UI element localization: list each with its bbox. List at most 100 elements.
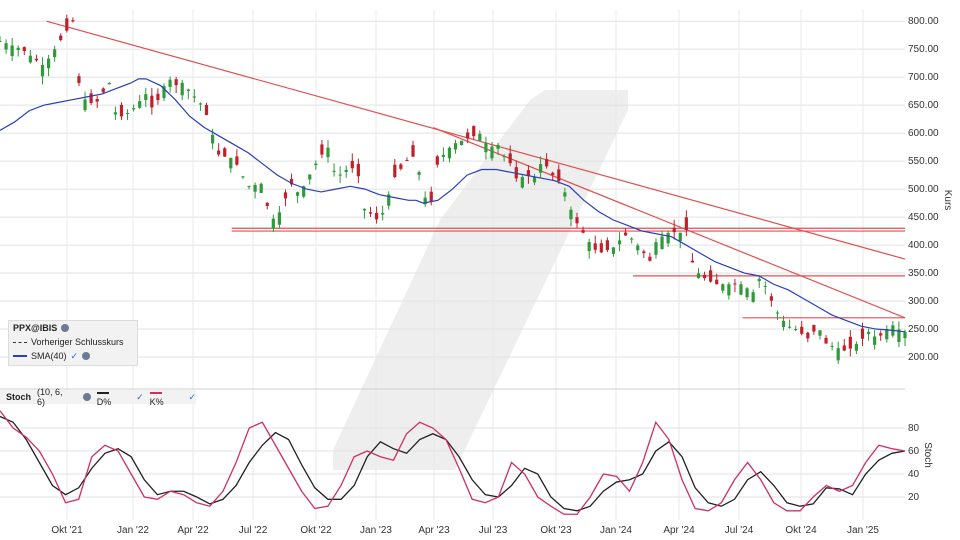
candle-body bbox=[308, 174, 312, 180]
legend-sma-row: SMA(40) ✓ bbox=[9, 349, 137, 363]
candle-body bbox=[283, 192, 288, 199]
candle-body bbox=[326, 147, 330, 158]
candle-body bbox=[107, 82, 111, 85]
candle-body bbox=[587, 241, 591, 252]
x-tick-label: Okt '23 bbox=[540, 525, 572, 536]
candle-body bbox=[599, 243, 603, 253]
globe-icon[interactable] bbox=[82, 393, 91, 401]
candle-body bbox=[16, 47, 20, 51]
candle-body bbox=[532, 176, 537, 183]
candle-body bbox=[824, 337, 828, 344]
candle-body bbox=[77, 76, 81, 84]
candle-body bbox=[180, 82, 184, 96]
candle-body bbox=[563, 192, 567, 197]
candle-body bbox=[271, 218, 275, 229]
candle-body bbox=[302, 186, 306, 197]
candle-body bbox=[296, 192, 300, 196]
checkmark-icon[interactable]: ✓ bbox=[136, 391, 144, 402]
candle-body bbox=[502, 156, 506, 158]
stoch-y-tick: 60 bbox=[908, 446, 920, 457]
stoch-y-tick: 20 bbox=[908, 492, 920, 503]
globe-icon[interactable] bbox=[82, 352, 91, 360]
y-tick-label: 350.00 bbox=[908, 268, 939, 279]
candle-body bbox=[617, 240, 622, 245]
candle-body bbox=[575, 217, 579, 224]
trend-line bbox=[46, 20, 906, 260]
candle-body bbox=[71, 20, 75, 22]
candle-body bbox=[368, 212, 373, 214]
stoch-series-line bbox=[0, 410, 906, 515]
candle-body bbox=[198, 103, 203, 105]
y-axis-title: Kurs bbox=[942, 190, 953, 211]
candle-body bbox=[818, 330, 822, 336]
sma-line bbox=[0, 78, 906, 333]
y-tick-label: 750.00 bbox=[908, 44, 939, 55]
candle-body bbox=[624, 232, 628, 236]
watermark-logo bbox=[333, 90, 628, 470]
candle-body bbox=[630, 238, 634, 240]
y-tick-label: 700.00 bbox=[908, 72, 939, 83]
candle-body bbox=[460, 140, 464, 146]
candle-body bbox=[405, 159, 409, 161]
candle-body bbox=[709, 270, 713, 282]
candle-body bbox=[289, 178, 294, 185]
candle-body bbox=[472, 126, 476, 137]
candle-body bbox=[53, 49, 57, 58]
candle-body bbox=[660, 236, 664, 249]
candle-body bbox=[253, 184, 257, 192]
candle-body bbox=[897, 329, 901, 342]
candle-body bbox=[806, 332, 810, 339]
candle-body bbox=[399, 164, 403, 169]
candle-body bbox=[478, 133, 482, 141]
trend-line bbox=[433, 126, 906, 319]
candle-body bbox=[10, 45, 14, 57]
y-tick-label: 500.00 bbox=[908, 184, 939, 195]
candle-body bbox=[235, 156, 239, 165]
candle-body bbox=[338, 174, 342, 176]
candle-body bbox=[259, 183, 263, 193]
candle-body bbox=[162, 86, 166, 99]
stoch-y-tick: 40 bbox=[908, 469, 920, 480]
candle-body bbox=[526, 170, 531, 176]
legend-symbol: PPX@IBIS bbox=[13, 323, 58, 333]
candle-body bbox=[551, 172, 555, 175]
candle-body bbox=[132, 108, 136, 110]
candle-body bbox=[885, 328, 889, 340]
candle-body bbox=[581, 229, 585, 233]
candle-body bbox=[860, 328, 865, 339]
candle-body bbox=[362, 208, 367, 211]
candle-body bbox=[192, 96, 196, 98]
candle-body bbox=[46, 58, 51, 69]
candle-body bbox=[4, 43, 8, 50]
stoch-y-tick: 80 bbox=[908, 423, 920, 434]
candle-body bbox=[466, 132, 470, 139]
candle-body bbox=[168, 79, 172, 87]
candle-body bbox=[332, 170, 336, 172]
candle-body bbox=[241, 176, 245, 178]
x-tick-label: Jul '22 bbox=[239, 525, 268, 536]
y-tick-label: 200.00 bbox=[908, 352, 939, 363]
globe-icon[interactable] bbox=[61, 324, 70, 332]
x-tick-label: Jan '23 bbox=[360, 525, 392, 536]
candle-body bbox=[387, 194, 391, 206]
stoch-axis-title: Stoch bbox=[922, 442, 933, 468]
candle-body bbox=[119, 104, 124, 117]
candle-body bbox=[484, 142, 488, 153]
stoch-k-legend: K% bbox=[149, 387, 179, 407]
checkmark-icon[interactable]: ✓ bbox=[188, 391, 197, 402]
candle-body bbox=[144, 94, 148, 100]
candle-body bbox=[229, 157, 233, 169]
candle-body bbox=[702, 274, 707, 279]
candle-body bbox=[210, 134, 215, 144]
candle-body bbox=[247, 186, 251, 188]
candle-body bbox=[727, 284, 731, 296]
candle-body bbox=[89, 93, 93, 103]
candle-body bbox=[648, 256, 652, 261]
candle-body bbox=[217, 150, 221, 155]
candle-body bbox=[866, 331, 871, 335]
checkmark-icon[interactable]: ✓ bbox=[70, 350, 79, 361]
candle-body bbox=[830, 345, 834, 347]
candle-body bbox=[769, 296, 773, 301]
candle-body bbox=[174, 79, 178, 86]
